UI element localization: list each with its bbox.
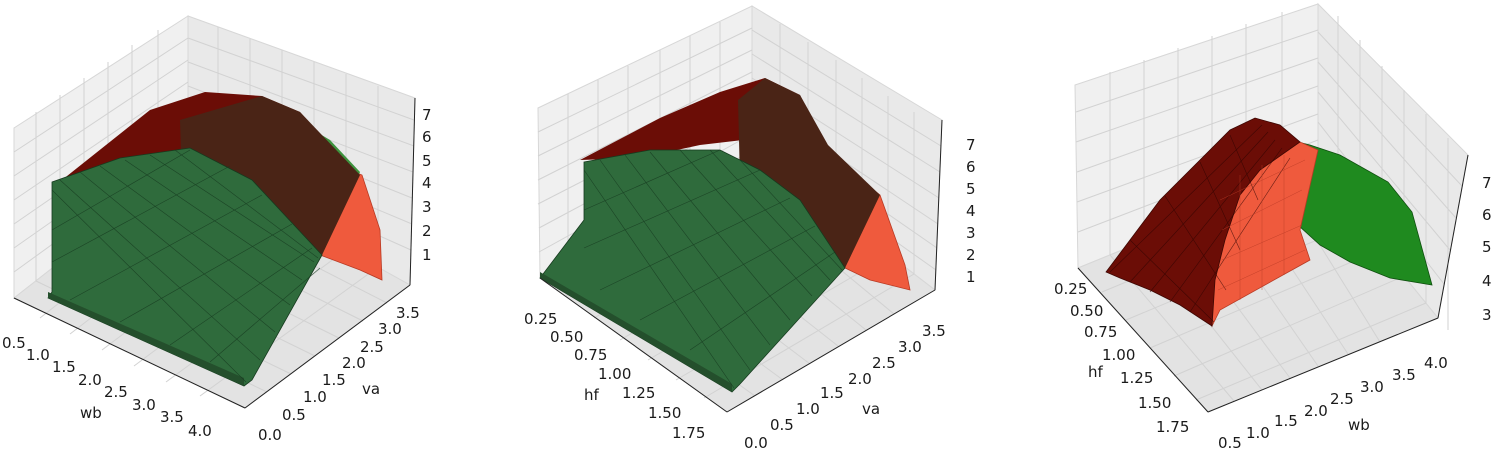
plot-1: 0.5 1.0 1.5 2.0 2.5 3.0 3.5 4.0 wb 0.0 0…	[2, 15, 432, 444]
plot-3-z-tick-label: 4	[1482, 272, 1492, 290]
plot-1-z-tick-label: 5	[422, 152, 432, 170]
plot-1-z-tick-label: 3	[422, 198, 432, 216]
plot-3-x-tick-label: 0.50	[1070, 302, 1103, 320]
plot-2-y-tick-label: 0.5	[770, 416, 794, 434]
plot-1-z-ticks: 1 2 3 4 5 6 7	[422, 106, 432, 264]
plot-3-x-tick-label: 0.25	[1054, 280, 1087, 298]
plot-1-x-tick-label: 2.5	[104, 383, 128, 401]
plot-3-z-tick-label: 3	[1482, 306, 1492, 324]
plot-2-x-tick-label: 0.25	[524, 310, 557, 328]
plot-2-z-tick-label: 2	[966, 246, 976, 264]
plot-2-z-tick-label: 1	[966, 268, 976, 286]
plot-3-x-ticks: 0.25 0.50 0.75 1.00 1.25 1.50 1.75	[1054, 280, 1189, 436]
plot-3-x-tick-label: 1.75	[1156, 418, 1189, 436]
plot-1-z-tick-label: 4	[422, 174, 432, 192]
plot-3-x-tick-label: 0.75	[1084, 323, 1117, 341]
plot-3-z-ticks: 3 4 5 6 7	[1482, 174, 1492, 324]
plot-3-surface-mesh-red	[1217, 155, 1306, 300]
plot-1-y-tick-label: 1.5	[322, 371, 346, 389]
plot-2-z-tick-label: 4	[966, 202, 976, 220]
plot-3-x-tick-label: 1.00	[1102, 346, 1135, 364]
plot-3-y-tick-label: 2.5	[1330, 390, 1354, 408]
plot-1-y-tick-label: 2.0	[342, 354, 366, 372]
plot-2-x-tick-label: 1.50	[648, 404, 681, 422]
plot-1-x-tick-label: 0.5	[2, 334, 26, 352]
plot-2-z-tick-label: 6	[966, 158, 976, 176]
plot-2-y-tick-label: 1.0	[796, 400, 820, 418]
plot-3-y-tick-label: 3.5	[1392, 366, 1416, 384]
plot-2-green-surface-main	[539, 149, 846, 393]
plot-3-y-tick-label: 4.0	[1424, 354, 1448, 372]
plot-2-y-tick-label: 3.5	[922, 322, 946, 340]
plot-1-x-tick-label: 1.0	[26, 346, 50, 364]
plot-3-x-tick-label: 1.25	[1120, 369, 1153, 387]
plot-2: 0.25 0.50 0.75 1.00 1.25 1.50 1.75 hf 0.…	[524, 5, 976, 452]
plot-2-y-tick-label: 3.0	[898, 338, 922, 356]
plot-1-x-tick-label: 4.0	[188, 422, 212, 440]
plot-2-z-tick-label: 3	[966, 224, 976, 242]
plot-1-z-tick-label: 7	[422, 106, 432, 124]
plot-2-z-tick-label: 5	[966, 180, 976, 198]
plot-3-x-axis-label: hf	[1088, 363, 1104, 381]
plot-2-green-surface-front	[540, 272, 732, 392]
plot-3-y-tick-label: 2.0	[1304, 402, 1328, 420]
plot-3-y-axis-label: wb	[1348, 416, 1370, 434]
plot-1-x-tick-label: 3.5	[160, 408, 184, 426]
plot-1-z-tick-label: 6	[422, 128, 432, 146]
plot-2-x-tick-label: 0.50	[550, 328, 583, 346]
plot-2-axes	[539, 119, 943, 413]
plot-1-x-tick-label: 2.0	[78, 371, 102, 389]
plot-1-z-tick-label: 1	[422, 246, 432, 264]
plot-2-y-tick-label: 1.5	[820, 384, 844, 402]
plot-2-y-tick-label: 0.0	[744, 434, 768, 452]
plot-1-dark-red-surface-face	[180, 96, 360, 255]
plot-1-y-tick-label: 2.5	[360, 338, 384, 356]
plot-3-y-tick-label: 3.0	[1360, 378, 1384, 396]
plot-2-x-tick-label: 0.75	[574, 346, 607, 364]
plot-2-x-tick-label: 1.00	[598, 365, 631, 383]
plot-1-y-tick-label: 3.5	[396, 304, 420, 322]
plot-1-surface-mesh	[51, 149, 321, 383]
plot-3-axes	[1077, 154, 1469, 413]
plot-3-z-tick-label: 7	[1482, 174, 1492, 192]
plot-1-x-axis-label: wb	[80, 404, 102, 422]
plot-2-y-ticks: 0.0 0.5 1.0 1.5 2.0 2.5 3.0 3.5	[744, 322, 946, 452]
plot-1-x-tick-label: 3.0	[132, 396, 156, 414]
plot-3: 0.25 0.50 0.75 1.00 1.25 1.50 1.75 hf 0.…	[1054, 2, 1492, 452]
plot-3-x-tick-label: 1.50	[1138, 394, 1171, 412]
plot-3-y-ticks: 0.5 1.0 1.5 2.0 2.5 3.0 3.5 4.0	[1218, 354, 1448, 452]
plot-2-x-tick-label: 1.25	[622, 384, 655, 402]
plot-3-surface-mesh	[1109, 124, 1291, 323]
plot-1-y-tick-label: 1.0	[303, 388, 327, 406]
plot-1-y-axis-label: va	[362, 380, 380, 398]
plot-2-dark-red-surface-face	[738, 78, 880, 268]
plot-3-y-tick-label: 1.5	[1274, 412, 1298, 430]
plot-1-z-tick-label: 2	[422, 222, 432, 240]
plot-2-z-tick-label: 7	[966, 136, 976, 154]
plot-2-y-tick-label: 2.5	[872, 354, 896, 372]
plot-1-y-tick-label: 0.0	[258, 426, 282, 444]
plot-3-dark-red-surface	[1105, 117, 1301, 327]
plot-3-z-tick-label: 5	[1482, 238, 1492, 256]
plot-2-x-tick-label: 1.75	[672, 424, 705, 442]
plot-1-axes	[13, 97, 416, 409]
plot-1-x-tick-label: 1.5	[52, 358, 76, 376]
plot-1-x-ticks: 0.5 1.0 1.5 2.0 2.5 3.0 3.5 4.0	[2, 334, 212, 440]
plot-2-surface-mesh	[583, 149, 843, 389]
plot-1-y-tick-label: 0.5	[282, 406, 306, 424]
plot-2-y-tick-label: 2.0	[848, 370, 872, 388]
plot-1-green-surface-front	[48, 292, 244, 386]
plot-1-y-ticks: 0.0 0.5 1.0 1.5 2.0 2.5 3.0 3.5	[258, 304, 420, 444]
plot-2-x-axis-label: hf	[584, 386, 600, 404]
plot-2-z-ticks: 1 2 3 4 5 6 7	[966, 136, 976, 286]
plot-1-y-tick-label: 3.0	[378, 320, 402, 338]
plot-3-y-tick-label: 1.0	[1246, 424, 1270, 442]
plot-3-y-tick-label: 0.5	[1218, 434, 1242, 452]
plot-3-z-tick-label: 6	[1482, 206, 1492, 224]
plot-3-green-surface	[1289, 139, 1433, 286]
plot-2-x-ticks: 0.25 0.50 0.75 1.00 1.25 1.50 1.75	[524, 310, 705, 442]
plot-2-y-axis-label: va	[862, 400, 880, 418]
